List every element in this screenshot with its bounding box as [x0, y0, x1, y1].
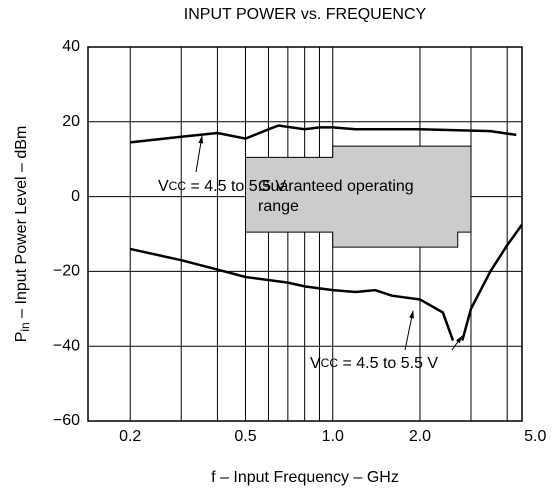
x-tick-label: 5.0: [524, 428, 546, 445]
series-line: [129, 223, 524, 342]
guaranteed-region: [245, 145, 472, 248]
annotation-rest: = 4.5 to 5.5 V: [338, 355, 438, 372]
annotation-main: V: [310, 355, 321, 372]
plot-frame: [87, 46, 523, 422]
x-tick-label: 0.2: [119, 428, 141, 445]
chart-title: INPUT POWER vs. FREQUENCY: [184, 6, 427, 23]
annotation-rest: = 4.5 to 5.5 V: [186, 178, 286, 195]
region-label: range: [258, 198, 299, 215]
annotation-sub: CC: [169, 179, 187, 193]
y-axis-label: Pin – Input Power Level – dBm: [13, 126, 32, 343]
y-tick-label: −60: [53, 412, 80, 429]
x-tick-label: 2.0: [409, 428, 431, 445]
x-tick-label: 1.0: [322, 428, 344, 445]
arrow: [195, 135, 204, 173]
annotation-main: V: [158, 178, 169, 195]
annotation: VCC = 4.5 to 5.5 V: [310, 355, 438, 372]
y-tick-label: −20: [53, 263, 80, 280]
y-label-sub: in: [18, 322, 32, 331]
y-label-main: P: [13, 332, 30, 343]
y-tick-label: 20: [62, 113, 80, 130]
region-label: Guaranteed operating: [258, 178, 414, 195]
series-line: [130, 124, 517, 144]
y-label-rest: – Input Power Level – dBm: [13, 126, 30, 323]
x-axis-label: f – Input Frequency – GHz: [211, 469, 399, 486]
arrow: [451, 335, 463, 351]
annotation: VCC = 4.5 to 5.5 V: [158, 178, 286, 195]
arrow: [404, 310, 414, 351]
y-tick-label: 0: [71, 188, 80, 205]
x-tick-label: 0.5: [234, 428, 256, 445]
y-tick-label: −40: [53, 337, 80, 354]
plot: −60 −40 −20 0 20 40 0.2 0.5 1.0 2.0 5.0 Guaranteed …: [53, 38, 547, 445]
y-tick-label: 40: [62, 38, 80, 55]
annotation-sub: CC: [321, 356, 339, 370]
